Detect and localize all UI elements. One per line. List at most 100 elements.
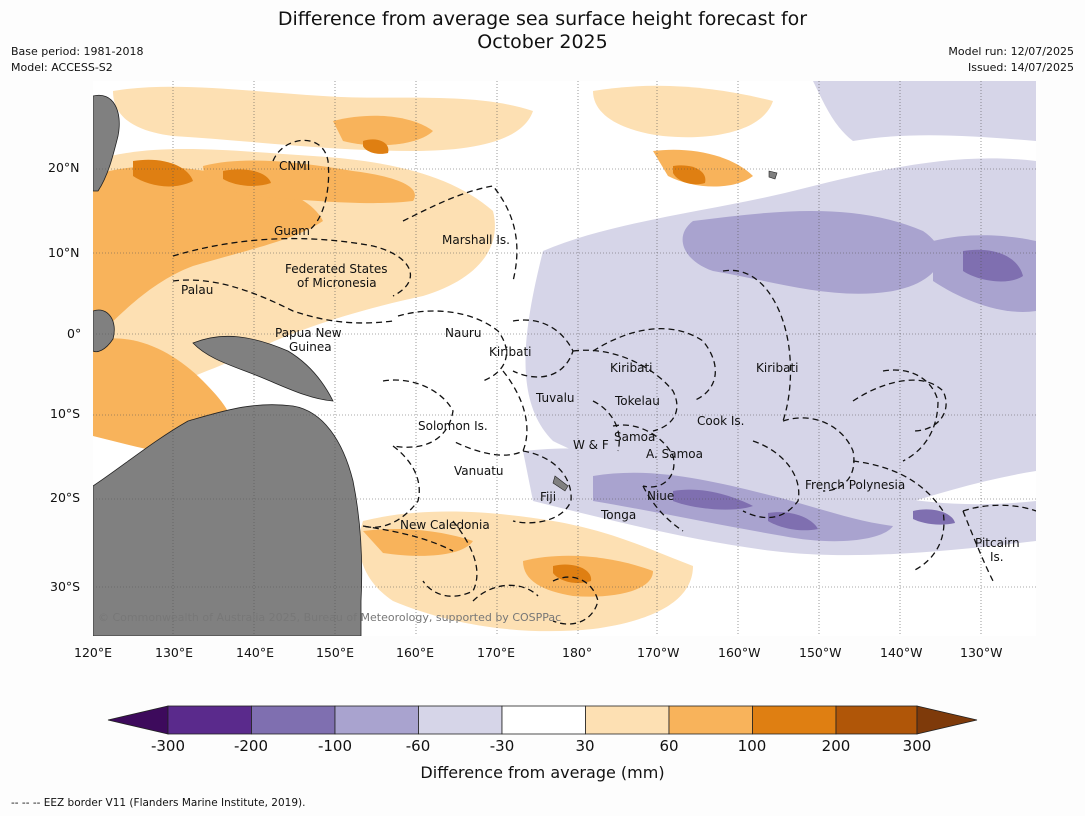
orange-light-north [113,86,533,151]
lat-label: 20°N [48,160,80,175]
colorbar-bin [835,705,918,735]
legend-title: Difference from average (mm) [420,763,665,782]
colorbar-bin [585,705,670,735]
label-solomon: Solomon Is. [418,419,488,433]
meta-right: Model run: 12/07/2025 Issued: 14/07/2025 [948,44,1074,76]
colorbar-tick: 60 [659,737,679,755]
lon-label: 130°W [960,645,1003,660]
model-name: Model: ACCESS-S2 [11,61,113,74]
map-svg: CNMI Guam Marshall Is. Federated States … [93,81,1036,636]
copyright-notice: © Commonwealth of Australia 2025, Bureau… [98,611,561,624]
label-cnmi: CNMI [279,159,310,173]
sulawesi [93,309,115,353]
lat-label: 0° [67,326,82,341]
label-png-2: Guinea [289,340,332,354]
lon-label: 170°W [637,645,680,660]
issued-date: Issued: 14/07/2025 [967,61,1074,74]
graticule [93,81,1036,636]
label-fsm-1: Federated States [285,262,387,276]
lon-label: 140°W [880,645,923,660]
lon-label: 120°E [74,645,113,660]
lon-label: 170°E [477,645,516,660]
label-kiribati-c: Kiribati [610,361,652,375]
colorbar-bin [418,705,503,735]
lon-label: 140°E [236,645,275,660]
australia [93,404,363,636]
colorbar-bin [501,705,586,735]
label-marshall: Marshall Is. [442,233,510,247]
lat-label: 30°S [50,579,81,594]
label-fiji: Fiji [540,490,556,504]
label-cook: Cook Is. [697,414,744,428]
label-pitcairn-2: Is. [990,550,1004,564]
colorbar-tick: -30 [489,737,515,755]
chart-title: Difference from average sea surface heig… [0,8,1085,54]
label-wf: W & F [573,438,609,452]
purple-deep-4 [913,509,955,525]
lon-label: 160°W [718,645,761,660]
base-period: Base period: 1981-2018 [11,45,144,58]
region-labels: CNMI Guam Marshall Is. Federated States … [181,159,1020,564]
label-samoa: Samoa [614,430,655,444]
meta-left: Base period: 1981-2018 Model: ACCESS-S2 [11,44,143,76]
lon-label: 150°W [799,645,842,660]
label-kiribati-w: Kiribati [489,345,531,359]
label-fsm-2: of Micronesia [297,276,377,290]
new-guinea [192,335,334,402]
label-fp: French Polynesia [805,478,905,492]
title-line-1: Difference from average sea surface heig… [277,8,808,30]
colorbar-bin [668,705,753,735]
landmasses [93,94,778,636]
colorbar-tick: 200 [821,737,851,755]
new-caledonia-land [552,475,569,492]
colorbar-bin [251,705,336,735]
label-palau: Palau [181,283,213,297]
colorbar-bin [334,705,419,735]
colorbar [107,705,978,735]
colorbar-min-arrow [107,705,169,735]
colorbar-tick: -300 [150,737,186,755]
colorbar-tick: 300 [902,737,932,755]
orange-light-misc [593,85,773,138]
orange-deep-3 [673,165,706,185]
purple-deep-1 [963,249,1023,282]
label-tuvalu: Tuvalu [535,391,575,405]
label-tonga: Tonga [600,508,636,522]
eez-borders [172,139,1036,625]
lon-label: 160°E [396,645,435,660]
purple-deep-3 [768,512,818,531]
colorbar-tick: 100 [737,737,767,755]
colorbar-tick: -200 [233,737,269,755]
colorbar-tick: -60 [405,737,431,755]
orange-mid-west [93,166,323,341]
lat-label: 10°S [50,406,81,421]
colorbar-bin [752,705,837,735]
label-tokelau: Tokelau [614,394,660,408]
orange-mid-tc [363,529,473,556]
map-panel: CNMI Guam Marshall Is. Federated States … [93,81,1036,636]
hawaii [768,170,778,180]
orange-deep-5 [363,139,389,154]
label-pitcairn-1: Pitcairn [975,536,1020,550]
anomaly-field [93,81,1036,632]
orange-mid-cnmi [333,115,433,146]
label-niue: Niue [647,489,674,503]
orange-deep-2 [223,169,271,186]
label-nauru: Nauru [445,326,481,340]
label-asamoa: A. Samoa [646,447,703,461]
orange-deep-1 [133,159,193,187]
purple-area-north [813,81,1036,141]
label-vanuatu: Vanuatu [454,464,504,478]
model-run: Model run: 12/07/2025 [948,45,1074,58]
title-line-2: October 2025 [477,31,608,53]
colorbar-tick: -100 [317,737,353,755]
lon-label: 150°E [316,645,355,660]
label-newcal: New Caledonia [400,518,490,532]
philippines-borneo [93,94,120,192]
purple-deep-2 [673,489,753,510]
lat-label: 20°S [50,490,81,505]
orange-mid-north [203,160,415,204]
orange-deep-4 [553,564,592,584]
label-kiribati-e: Kiribati [756,361,798,375]
colorbar-max-arrow [916,705,978,735]
